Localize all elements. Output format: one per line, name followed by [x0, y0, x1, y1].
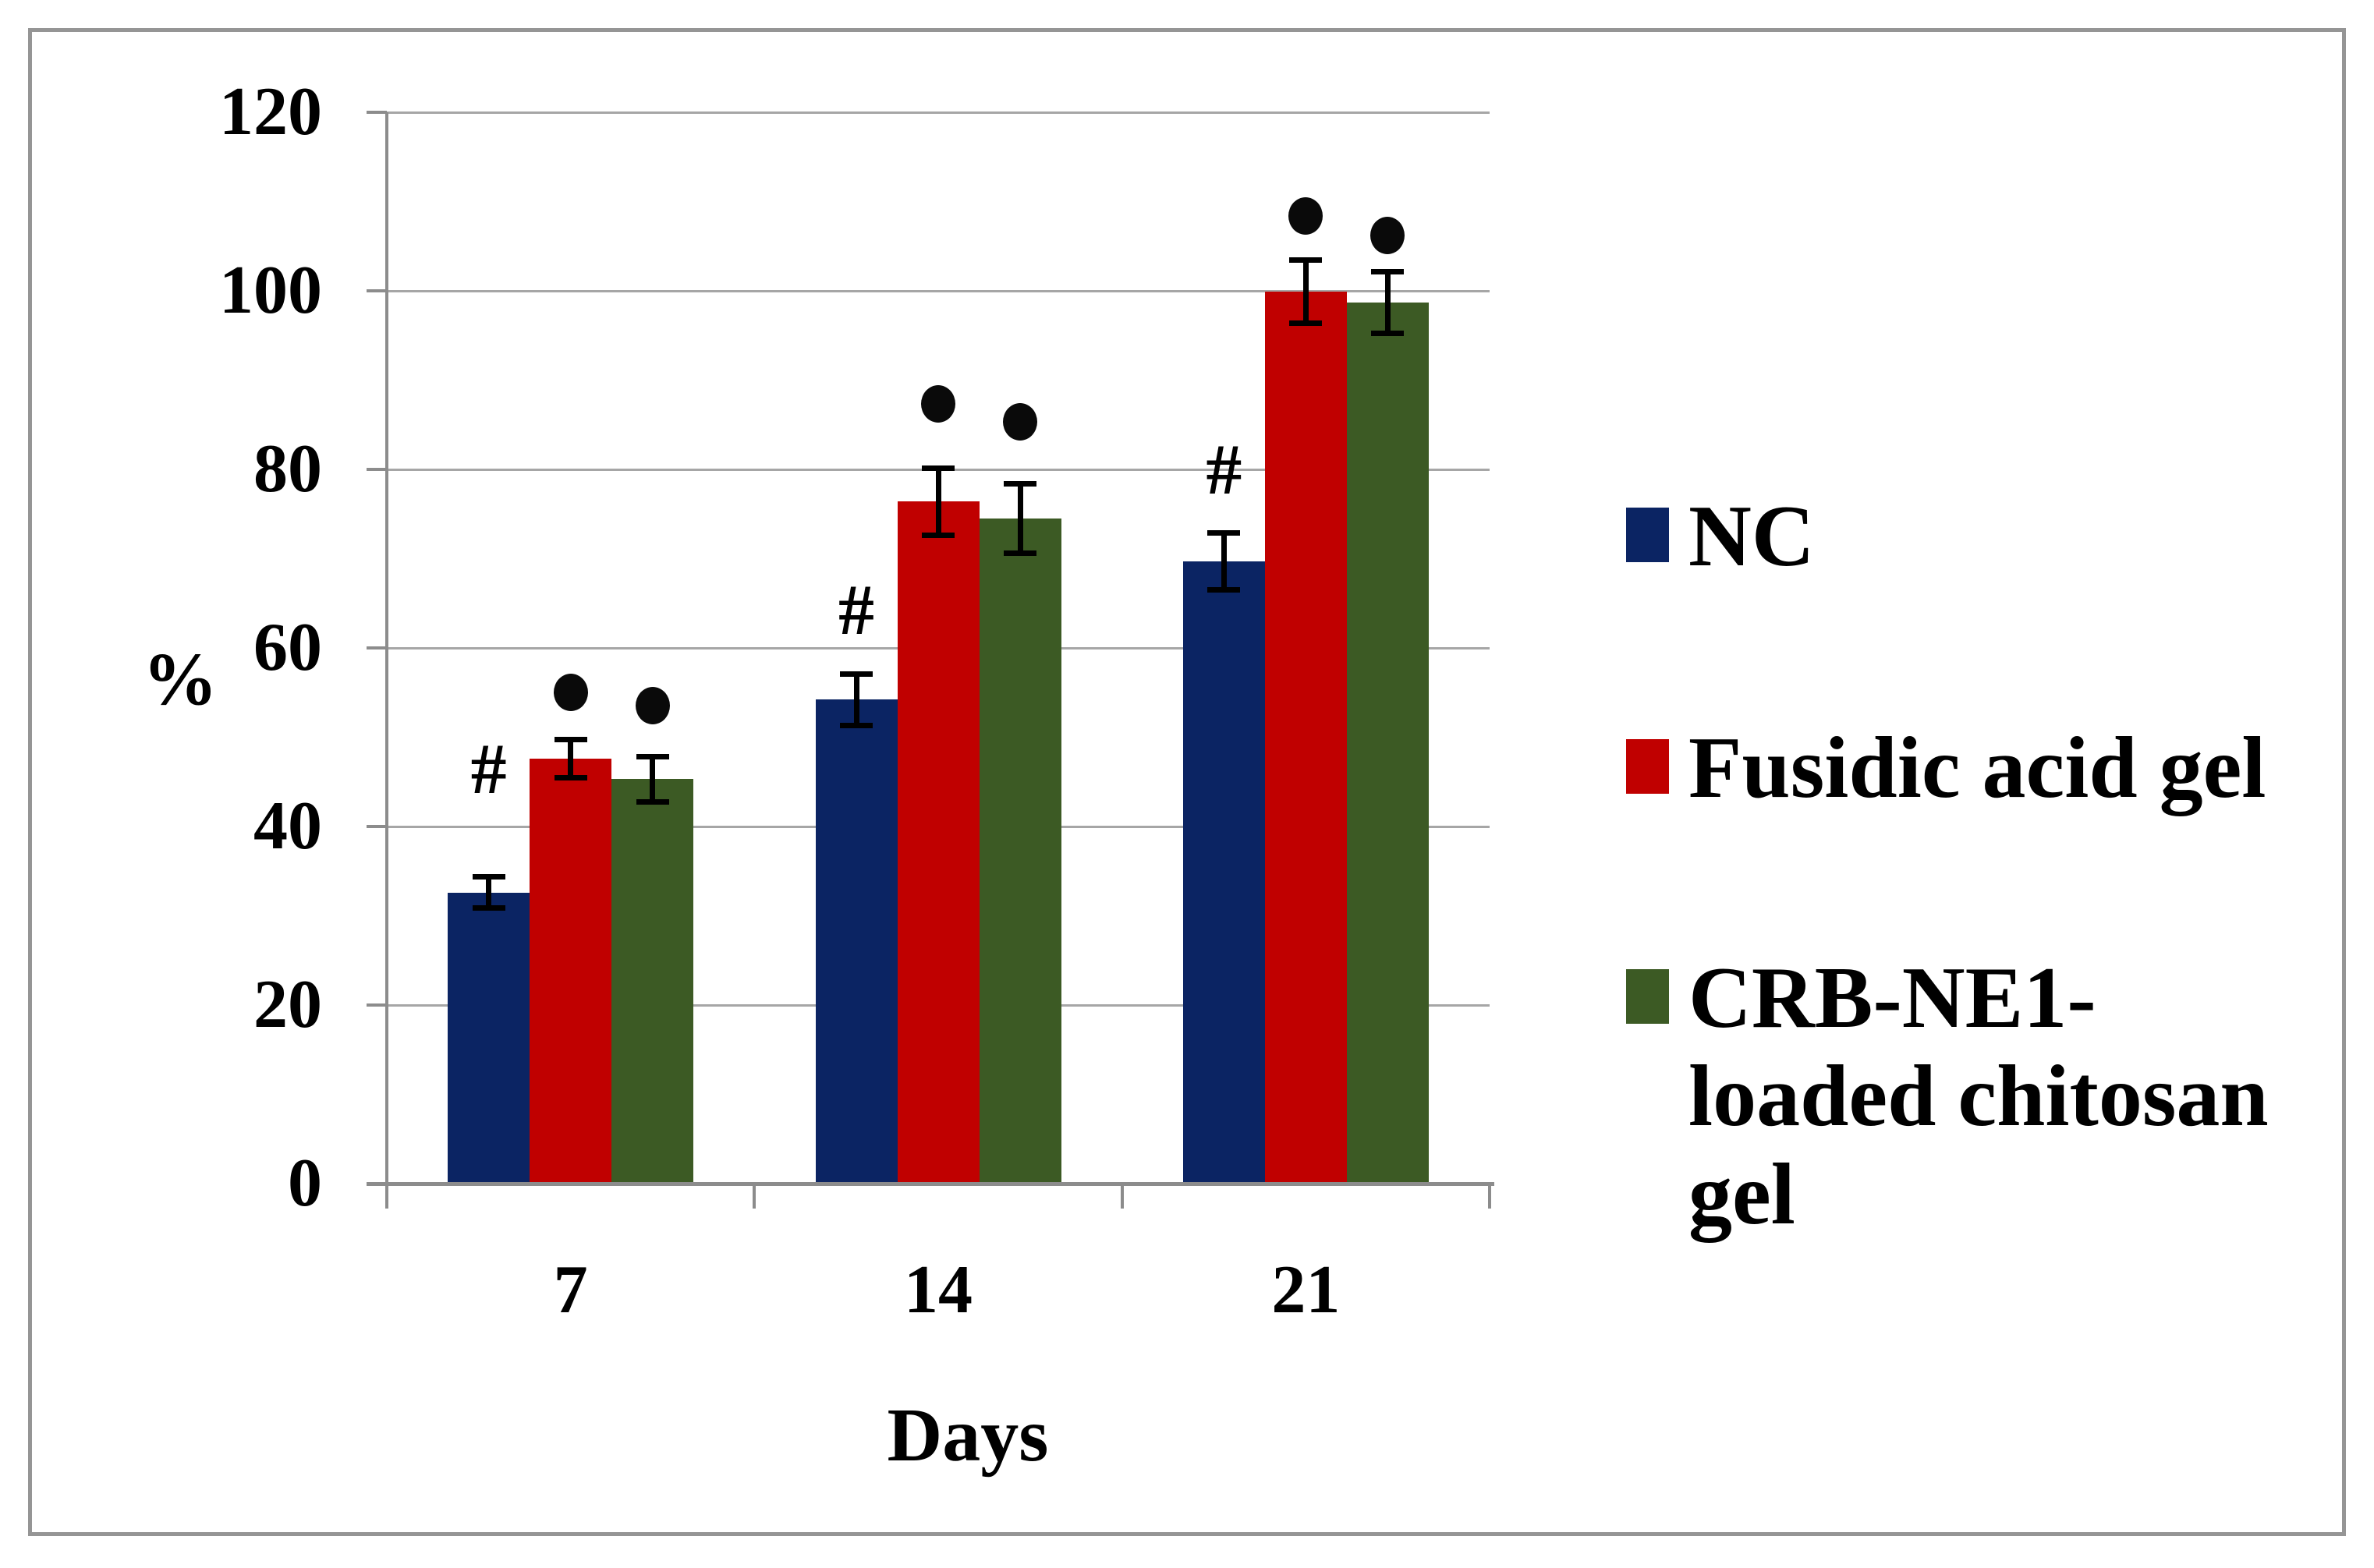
bar-nc	[448, 892, 530, 1184]
error-bar-whisker	[935, 467, 941, 536]
gridline	[387, 289, 1490, 292]
error-bar-cap	[1207, 530, 1241, 536]
bar-crb-ne1-loaded-chitosan-gel	[979, 518, 1061, 1184]
x-axis-line	[367, 1182, 1494, 1186]
legend-label: CRB-NE1-loaded chitosan gel	[1688, 950, 2269, 1243]
x-tick-label: 7	[553, 1252, 588, 1328]
error-bar-cap	[840, 671, 873, 678]
legend-swatch-icon	[1626, 969, 1669, 1024]
error-bar-whisker	[1302, 259, 1309, 324]
y-axis-line	[385, 112, 388, 1209]
error-bar-whisker	[1221, 533, 1227, 590]
error-bar-cap	[1207, 586, 1241, 593]
error-bar-cap	[840, 722, 873, 728]
y-axis-title: %	[143, 637, 218, 720]
error-bar-cap	[1004, 481, 1036, 487]
significance-dot-icon	[635, 687, 670, 725]
bar-fusidic-acid-gel	[897, 501, 980, 1184]
significance-dot-icon	[921, 385, 955, 423]
y-tick-label: 40	[253, 788, 322, 864]
y-tick-label: 60	[253, 610, 322, 685]
significance-hash: #	[838, 569, 874, 649]
x-tick	[1120, 1184, 1124, 1209]
significance-dot-icon	[1370, 217, 1405, 254]
significance-hash: #	[1206, 430, 1242, 509]
x-tick-label: 21	[1271, 1252, 1341, 1328]
error-bar-cap	[1371, 330, 1405, 336]
figure-border: 0 20 40 60 80 100 120 # # #7 14 21 % Days NC Fusidic…	[28, 28, 2346, 1536]
error-bar-cap	[554, 775, 587, 781]
legend-swatch-icon	[1626, 739, 1669, 794]
bar-crb-ne1-loaded-chitosan-gel	[611, 779, 694, 1184]
bar-fusidic-acid-gel	[1264, 292, 1347, 1184]
error-bar-cap	[1289, 320, 1323, 327]
error-bar-whisker	[1017, 483, 1023, 554]
legend-swatch-icon	[1626, 508, 1669, 562]
error-bar-cap	[1371, 268, 1405, 274]
bar-chart-plot-area: 0 20 40 60 80 100 120 # # #7 14 21	[4, 4, 2374, 1568]
gridline	[387, 111, 1490, 114]
y-tick-label: 20	[253, 967, 322, 1042]
x-tick	[385, 1184, 388, 1209]
bar-nc	[1182, 561, 1265, 1184]
bar-fusidic-acid-gel	[530, 758, 612, 1184]
legend-item-nc: NC	[1626, 487, 1815, 586]
y-tick	[367, 289, 387, 292]
error-bar-cap	[472, 905, 505, 911]
error-bar-cap	[922, 532, 955, 538]
error-bar-cap	[472, 874, 505, 880]
x-tick	[753, 1184, 756, 1209]
error-bar-whisker	[486, 876, 492, 909]
bar-crb-ne1-loaded-chitosan-gel	[1346, 302, 1429, 1184]
y-tick	[367, 1003, 387, 1007]
error-bar-cap	[636, 753, 669, 759]
error-bar-whisker	[1384, 271, 1391, 334]
error-bar-whisker	[568, 738, 574, 779]
x-tick-label: 14	[904, 1252, 973, 1328]
legend-item-crb-ne1-loaded-chitosan-gel: CRB-NE1-loaded chitosan gel	[1626, 949, 2336, 1244]
error-bar-cap	[636, 799, 669, 805]
significance-dot-icon	[1003, 403, 1037, 441]
y-tick-label: 100	[219, 253, 322, 328]
y-tick-label: 0	[288, 1145, 322, 1221]
y-tick	[367, 825, 387, 828]
error-bar-cap	[1289, 257, 1323, 263]
y-tick	[367, 468, 387, 471]
bar-nc	[815, 699, 898, 1184]
significance-dot-icon	[553, 674, 588, 712]
legend-item-fusidic-acid-gel: Fusidic acid gel	[1626, 719, 2266, 817]
y-tick	[367, 646, 387, 649]
error-bar-whisker	[853, 674, 859, 726]
error-bar-cap	[554, 736, 587, 742]
significance-dot-icon	[1288, 196, 1323, 235]
x-axis-title: Days	[887, 1393, 1049, 1478]
error-bar-cap	[922, 465, 955, 471]
legend-label: Fusidic acid gel	[1688, 720, 2266, 816]
x-tick	[1488, 1184, 1491, 1209]
significance-hash: #	[470, 728, 507, 809]
y-tick-label: 80	[253, 431, 322, 507]
error-bar-cap	[1004, 550, 1036, 556]
y-tick-label: 120	[219, 74, 322, 150]
error-bar-whisker	[650, 756, 656, 803]
legend-label: NC	[1688, 488, 1815, 585]
y-tick	[367, 111, 387, 114]
